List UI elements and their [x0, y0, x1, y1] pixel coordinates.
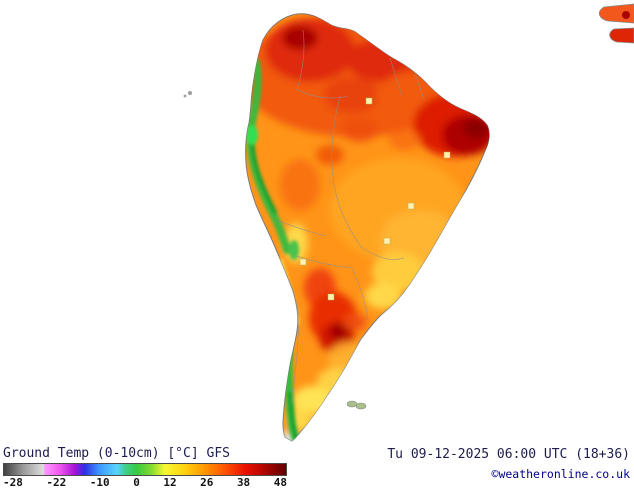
- legend-footer: Ground Temp (0-10cm) [°C] GFS -28 -22 -1…: [0, 444, 634, 490]
- africa-coast-fragment: [598, 3, 634, 44]
- colorbar-tick: 0: [133, 476, 140, 489]
- colorbar-tick: 48: [273, 476, 287, 489]
- colorbar-tick: 26: [200, 476, 214, 489]
- parameter-title: Ground Temp (0-10cm) [°C] GFS: [3, 446, 230, 461]
- valid-time: Tu 09-12-2025 06:00 UTC (18+36): [387, 447, 630, 462]
- colorbar-tick: -28: [3, 476, 23, 489]
- legend-left: Ground Temp (0-10cm) [°C] GFS -28 -22 -1…: [3, 446, 303, 490]
- temperature-shading: [245, 13, 490, 441]
- falkland-islands: [346, 400, 367, 410]
- colorbar-tick: -22: [46, 476, 67, 489]
- galapagos-islands: [183, 91, 192, 98]
- station-markers: [299, 97, 451, 301]
- colorbar-tick: 38: [236, 476, 251, 489]
- copyright-link[interactable]: ©weatheronline.co.uk: [491, 467, 630, 481]
- colorbar-tick: -10: [89, 476, 110, 489]
- legend-right: Tu 09-12-2025 06:00 UTC (18+36) ©weather…: [387, 446, 630, 490]
- colorbar-tick: 12: [163, 476, 177, 489]
- colorbar-ticks: -28 -22 -10 0 12 26 38 48: [3, 476, 287, 489]
- south-america-landmass: [245, 13, 490, 442]
- colorbar: [3, 463, 287, 476]
- map-area: [183, 3, 634, 442]
- country-borders: [275, 29, 425, 405]
- weather-map-svg: [183, 3, 634, 442]
